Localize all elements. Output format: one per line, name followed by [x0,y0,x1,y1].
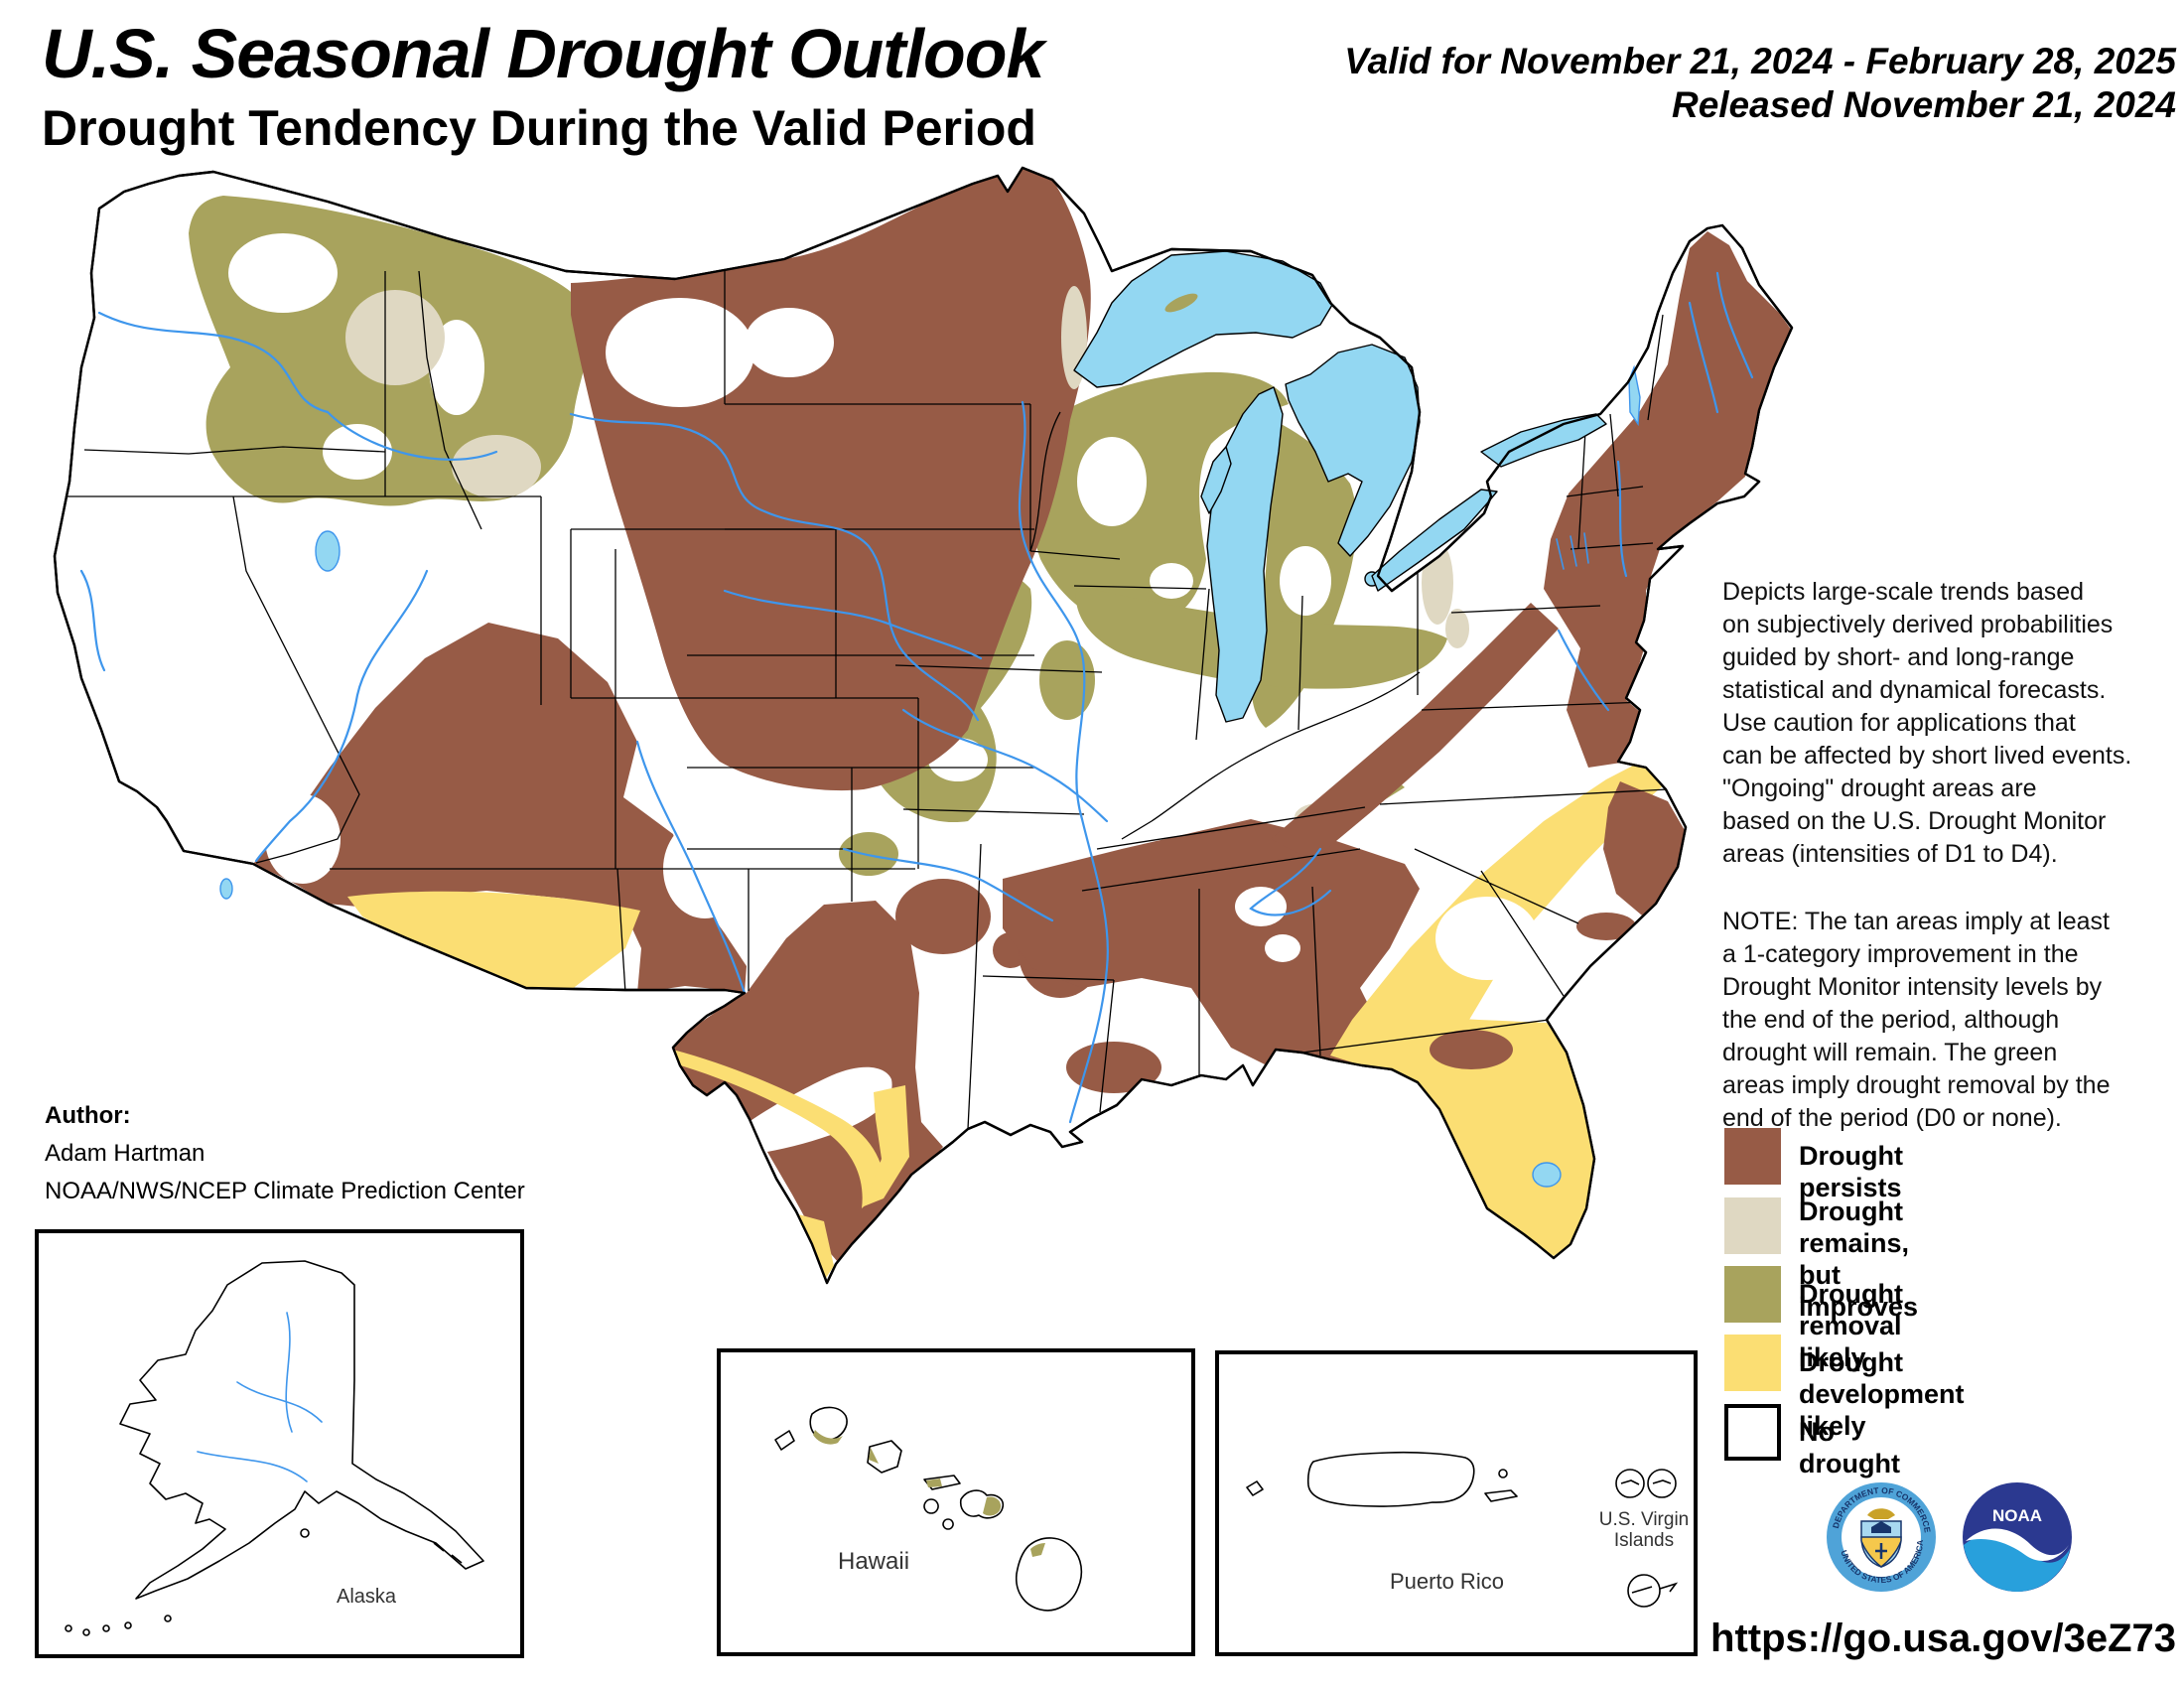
region-improves-wyoming [452,435,541,498]
state-borders [55,261,1669,1130]
region-persists-oklahoma [895,879,991,954]
vieques [1484,1489,1518,1502]
oahu [867,1440,902,1474]
usvi-label-line1: U.S. Virgin [1599,1509,1689,1530]
legend-swatch-none [1724,1404,1781,1461]
hawaii-map: Hawaii [774,1406,1083,1612]
description-paragraph: Depicts large-scale trends based on subj… [1722,578,2132,868]
lake-huron [1285,344,1421,557]
puerto-rico-label: Puerto Rico [1390,1569,1504,1594]
legend-swatch-removal [1724,1266,1781,1323]
legend-swatch-improves [1724,1197,1781,1254]
puerto-rico-inset: U.S. Virgin Islands Puerto Rico [1215,1350,1698,1656]
usvi-label-line2: Islands [1614,1530,1674,1551]
salton-sea [219,878,233,900]
region-improves-montana [345,290,445,385]
drought-regions [55,168,1792,1283]
author-org: NOAA/NWS/NCEP Climate Prediction Center [45,1178,525,1204]
alaska-outline [119,1260,484,1600]
noaa-seagull-icon [1966,1528,2069,1561]
noaa-logo: NOAA [1963,1482,2072,1592]
green-bay [1200,446,1232,514]
lake-okeechobee [1532,1162,1562,1188]
released-date-text: Released November 21, 2024 [1671,84,2176,125]
puerto-rico-map: U.S. Virgin Islands Puerto Rico [1246,1451,1689,1608]
region-removal-wisconsin [1030,371,1289,630]
region-development-georgia-band [1352,752,1680,1020]
legend-label-none: No drought [1799,1417,1900,1478]
region-persists-north-florida [1430,1030,1513,1069]
legend-swatch-development [1724,1335,1781,1391]
page-subtitle: Drought Tendency During the Valid Period [42,100,1036,156]
legend-label-development: Drought development likely [1799,1347,1965,1441]
region-persists-midatlantic [1271,603,1559,861]
mona-island [1246,1480,1264,1496]
lanai [923,1498,939,1514]
page-title: U.S. Seasonal Drought Outlook [42,15,1044,92]
author-name: Adam Hartman [45,1140,205,1167]
hawaii-inset: Hawaii [717,1348,1195,1656]
great-lakes [219,250,1641,1188]
conus-drought-map [53,166,1794,1285]
doc-seal-logo: DEPARTMENT OF COMMERCE UNITED STATES OF … [1827,1482,1936,1592]
valid-period-block: Valid for November 21, 2024 - February 2… [1344,40,2176,127]
legend-swatch-persists [1724,1128,1781,1185]
big-island [1016,1537,1083,1612]
alaska-inset: Alaska [35,1229,524,1658]
usvi-circles [1615,1469,1679,1608]
aleutian-islands [65,1528,463,1636]
region-persists-southeast [1003,819,1420,1072]
legend-label-removal: Drought removal likely [1799,1279,1903,1372]
kahoolawe [942,1518,954,1530]
niihau [774,1430,795,1451]
doc-eagle-icon [1867,1508,1895,1519]
noaa-circle-light [1964,1534,2070,1592]
author-label: Author: [45,1102,131,1129]
hawaii-label: Hawaii [838,1548,909,1575]
rivers [79,271,1754,1124]
shortlink-url[interactable]: https://go.usa.gov/3eZ73 [1710,1617,2176,1660]
region-development-florida [1330,1016,1594,1256]
lake-ontario [1480,413,1607,468]
region-development-arizona [347,891,640,993]
valid-period-text: Valid for November 21, 2024 - February 2… [1344,41,2176,81]
region-development-texas-arc [660,1048,886,1208]
kauai [809,1406,848,1441]
alaska-rivers [197,1312,323,1482]
note-paragraph: NOTE: The tan areas imply at least a 1-c… [1722,908,2111,1132]
great-salt-lake [315,530,341,572]
legend-label-persists: Drought persists [1799,1141,1903,1202]
alaska-label: Alaska [337,1586,397,1608]
lake-superior [1073,250,1333,388]
legend-label-improves: Drought remains, but improves [1799,1196,1919,1322]
puerto-rico-outline [1306,1451,1475,1507]
noaa-wordmark: NOAA [1992,1506,2042,1525]
region-persists-northeast [1544,231,1792,768]
alaska-map: Alaska [65,1260,484,1636]
author-block: Author: Adam Hartman NOAA/NWS/NCEP Clima… [45,1097,525,1210]
culebra [1498,1469,1508,1478]
